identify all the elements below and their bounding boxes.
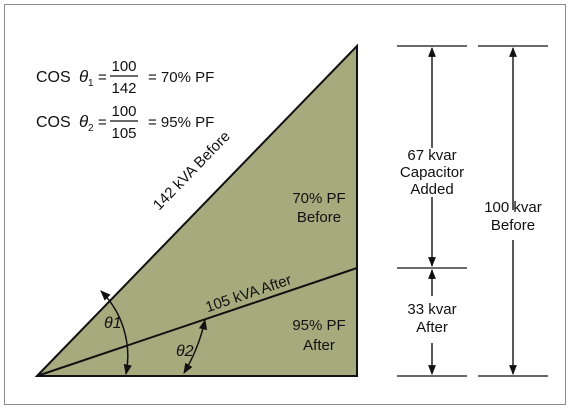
denominator: 105: [111, 125, 136, 142]
before-pf-label-line2: Before: [297, 209, 341, 226]
svg-text:=: =: [98, 69, 107, 86]
capacitor-label-line1: 67 kvar: [407, 147, 456, 164]
numerator: 100: [111, 58, 136, 75]
capacitor-label-line2: Capacitor: [400, 164, 464, 181]
theta-subscript: 2: [88, 123, 94, 134]
formula-theta1: COS θ 1 = 100 142 = 70% PF: [36, 58, 214, 97]
after-kvar-label-line1: 33 kvar: [407, 301, 456, 318]
formula-theta2: COS θ 2 = 100 105 = 95% PF: [36, 103, 214, 142]
theta2-arc: [183, 318, 208, 374]
theta2-label: θ2: [176, 343, 194, 360]
before-kvar-label-line2: Before: [491, 217, 535, 234]
denominator: 142: [111, 80, 136, 97]
result: = 70% PF: [148, 69, 214, 86]
cos-label: COS: [36, 114, 71, 131]
after-kvar-label-line2: After: [416, 319, 448, 336]
theta-symbol: θ: [79, 112, 89, 131]
theta1-arc: [100, 290, 132, 376]
after-pf-label-line2: After: [303, 337, 335, 354]
theta1-label: θ1: [104, 315, 122, 332]
theta-symbol: θ: [79, 67, 89, 86]
before-kvar-label-line1: 100 kvar: [484, 199, 542, 216]
capacitor-label-line3: Added: [410, 181, 453, 198]
cos-label: COS: [36, 69, 71, 86]
result: = 95% PF: [148, 114, 214, 131]
after-pf-label-line1: 95% PF: [292, 317, 345, 334]
before-pf-label-line1: 70% PF: [292, 190, 345, 207]
svg-text:=: =: [98, 114, 107, 131]
theta-subscript: 1: [88, 78, 94, 89]
numerator: 100: [111, 103, 136, 120]
